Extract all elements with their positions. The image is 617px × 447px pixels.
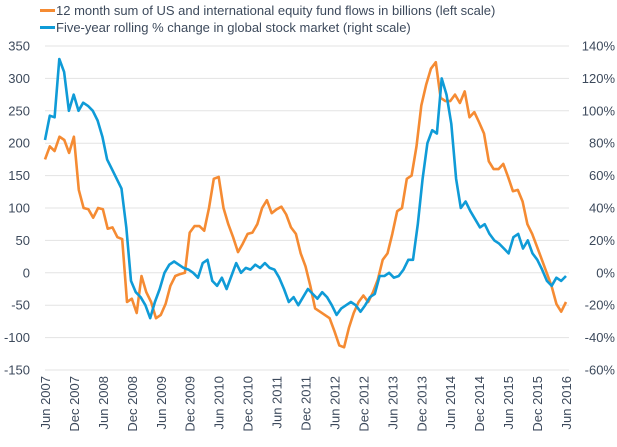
series-lines xyxy=(43,57,568,349)
left-axis-ticks: 350 300 250 200 150 100 50 0 -50 -100 -150 xyxy=(4,39,30,378)
right-tick-label: 100% xyxy=(582,103,616,118)
right-tick-label: 0% xyxy=(596,265,615,280)
x-tick-label: Dec 2009 xyxy=(183,376,198,432)
x-tick-label: Dec 2014 xyxy=(472,376,487,432)
series-line-fund-flows xyxy=(43,60,568,349)
legend-label-flows: 12 month sum of US and international equ… xyxy=(56,3,496,18)
x-tick-label: Jun 2010 xyxy=(212,376,227,430)
x-tick-label: Dec 2007 xyxy=(67,376,82,432)
x-tick-label: Dec 2011 xyxy=(299,376,314,431)
x-tick-label: Dec 2012 xyxy=(356,376,371,432)
gridlines xyxy=(45,45,569,371)
right-tick-label: 20% xyxy=(589,233,615,248)
left-tick-label: 300 xyxy=(8,71,30,86)
left-tick-label: 50 xyxy=(16,233,30,248)
x-tick-label: Jun 2012 xyxy=(327,376,342,430)
right-tick-label: -40% xyxy=(585,330,616,345)
left-tick-label: 0 xyxy=(23,265,30,280)
left-tick-label: -100 xyxy=(4,330,30,345)
left-tick-label: -150 xyxy=(4,363,30,378)
legend-item-flows: 12 month sum of US and international equ… xyxy=(40,2,495,19)
legend-swatch-flows xyxy=(40,9,55,12)
legend-label-stock: Five-year rolling % change in global sto… xyxy=(56,20,411,35)
x-tick-label: Jun 2007 xyxy=(38,376,53,430)
x-tick-label: Jun 2015 xyxy=(501,376,516,430)
right-tick-label: 40% xyxy=(589,201,615,216)
right-tick-label: -60% xyxy=(585,363,616,378)
left-tick-label: 200 xyxy=(8,136,30,151)
left-tick-label: 250 xyxy=(8,103,30,118)
left-tick-label: 150 xyxy=(8,168,30,183)
right-tick-label: -20% xyxy=(585,298,616,313)
left-tick-label: 100 xyxy=(8,201,30,216)
x-tick-label: Dec 2008 xyxy=(125,376,140,432)
x-tick-label: Dec 2013 xyxy=(414,376,429,432)
x-tick-label: Jun 2014 xyxy=(443,376,458,430)
x-tick-label: Jun 2011 xyxy=(270,376,285,429)
x-tick-label: Dec 2010 xyxy=(241,376,256,432)
right-tick-label: 140% xyxy=(582,39,616,54)
right-tick-label: 60% xyxy=(589,168,615,183)
x-tick-label: Jun 2009 xyxy=(154,376,169,430)
x-tick-label: Jun 2016 xyxy=(559,376,574,430)
legend-swatch-stock xyxy=(40,26,55,29)
left-tick-label: -50 xyxy=(11,298,30,313)
left-tick-label: 350 xyxy=(8,39,30,54)
x-tick-label: Jun 2008 xyxy=(96,376,111,430)
series-line-stock-market xyxy=(43,57,567,320)
right-tick-label: 120% xyxy=(582,71,616,86)
right-tick-label: 80% xyxy=(589,136,615,151)
chart-legend: 12 month sum of US and international equ… xyxy=(40,2,495,36)
x-tick-label: Dec 2015 xyxy=(530,376,545,432)
x-tick-label: Jun 2013 xyxy=(385,376,400,430)
legend-item-stock: Five-year rolling % change in global sto… xyxy=(40,19,495,36)
right-axis-ticks: 140% 120% 100% 80% 60% 40% 20% 0% -20% -40% -60% xyxy=(582,39,616,378)
x-axis-ticks: Jun 2007 Dec 2007 Jun 2008 Dec 2008 Jun 2009… xyxy=(38,376,574,432)
